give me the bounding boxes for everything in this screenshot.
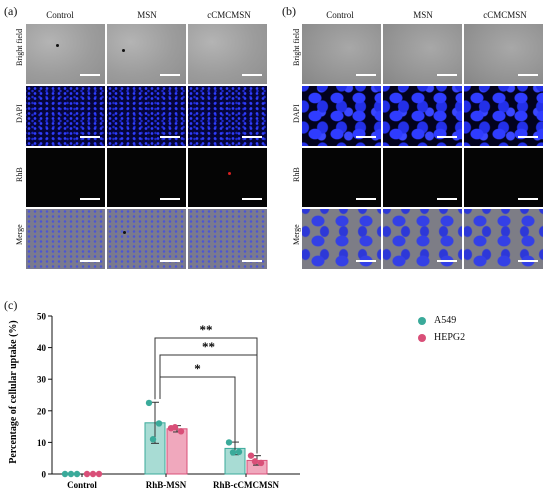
data-point <box>95 470 103 478</box>
data-point <box>257 459 265 467</box>
panel-b-letter: (b) <box>282 4 296 18</box>
significance-label: ** <box>202 339 215 354</box>
particle-mark <box>56 44 59 47</box>
legend-swatch-hepg2 <box>418 333 426 342</box>
data-point <box>247 452 255 459</box>
y-tick-label: 50 <box>37 312 47 322</box>
y-axis-label: Percentage of cellular uptake (%) <box>8 320 19 464</box>
y-tick-label: 10 <box>37 438 47 448</box>
significance-label: * <box>194 361 201 376</box>
scale-bar <box>160 136 180 138</box>
panel-b-merge-control <box>302 209 381 269</box>
panel-a-merge-control <box>26 209 105 269</box>
scale-bar <box>356 198 376 200</box>
data-point <box>171 424 179 431</box>
scale-bar <box>80 74 100 76</box>
particle-mark <box>122 49 125 52</box>
panel-b-col-ccmcmsn: cCMCMSN <box>483 10 527 20</box>
significance-label: ** <box>200 322 213 337</box>
data-point <box>235 448 243 456</box>
scale-bar <box>242 198 262 200</box>
panel-b-dapi-ccmcmsn <box>464 86 543 146</box>
scale-bar <box>518 260 538 262</box>
panel-a-rhb-ccmcmsn <box>188 148 267 207</box>
panel-c-letter: (c) <box>4 298 18 312</box>
rhb-signal-mark <box>228 172 231 175</box>
panel-a-col-control: Control <box>46 10 74 20</box>
x-tick-label: RhB-MSN <box>146 480 187 490</box>
scale-bar <box>518 136 538 138</box>
data-point <box>155 420 163 427</box>
scale-bar <box>356 74 376 76</box>
panel-a-merge-ccmcmsn <box>188 209 267 269</box>
scale-bar <box>242 74 262 76</box>
y-tick-label: 20 <box>37 406 47 416</box>
data-point <box>61 470 69 478</box>
panel-b-rhb-ccmcmsn <box>464 148 543 207</box>
panel-a-col-ccmcmsn: cCMCMSN <box>207 10 251 20</box>
data-point <box>229 449 237 456</box>
legend-label-a549: A549 <box>434 315 457 326</box>
data-point <box>89 470 97 478</box>
scale-bar <box>160 74 180 76</box>
scale-bar <box>518 74 538 76</box>
panel-b-col-control: Control <box>326 10 354 20</box>
scale-bar <box>160 260 180 262</box>
panel-b-rhb-msn <box>383 148 462 207</box>
panel-a-letter: (a) <box>4 4 18 18</box>
particle-mark <box>123 231 126 234</box>
data-point <box>149 436 157 443</box>
scale-bar <box>437 74 457 76</box>
data-point <box>251 458 259 465</box>
data-point <box>67 470 75 478</box>
data-point <box>177 428 185 435</box>
scale-bar <box>160 198 180 200</box>
scale-bar <box>80 260 100 262</box>
legend-item-a549: A549 <box>418 315 456 326</box>
data-point <box>145 399 153 407</box>
scale-bar <box>356 260 376 262</box>
scale-bar <box>518 198 538 200</box>
significance-bracket <box>159 376 236 443</box>
scale-bar <box>80 136 100 138</box>
scale-bar <box>356 136 376 138</box>
panel-b-col-msn: MSN <box>413 10 433 20</box>
scale-bar <box>80 198 100 200</box>
scale-bar <box>437 198 457 200</box>
data-point <box>83 470 91 478</box>
panel-b-merge-ccmcmsn <box>464 209 543 269</box>
scale-bar <box>242 136 262 138</box>
panel-a-merge-msn <box>107 209 186 269</box>
legend-label-hepg2: HEPG2 <box>434 332 466 343</box>
y-tick-label: 40 <box>37 343 47 353</box>
panel-a-col-msn: MSN <box>137 10 157 20</box>
scale-bar <box>437 260 457 262</box>
scale-bar <box>437 136 457 138</box>
panel-b-rhb-control <box>302 148 381 207</box>
scale-bar <box>242 260 262 262</box>
legend-swatch-a549 <box>418 316 426 325</box>
data-point <box>73 470 81 478</box>
panel-b-merge-msn <box>383 209 462 269</box>
x-tick-label: RhB-cCMCMSN <box>213 480 279 490</box>
legend-item-hepg2: HEPG2 <box>418 332 465 343</box>
x-tick-label: Control <box>67 480 97 490</box>
data-point <box>225 439 233 446</box>
bar <box>166 428 188 475</box>
panel-a-rhb-msn <box>107 148 186 207</box>
y-tick-label: 0 <box>42 470 47 480</box>
panel-a-rhb-control <box>26 148 105 207</box>
y-tick-label: 30 <box>37 375 47 385</box>
